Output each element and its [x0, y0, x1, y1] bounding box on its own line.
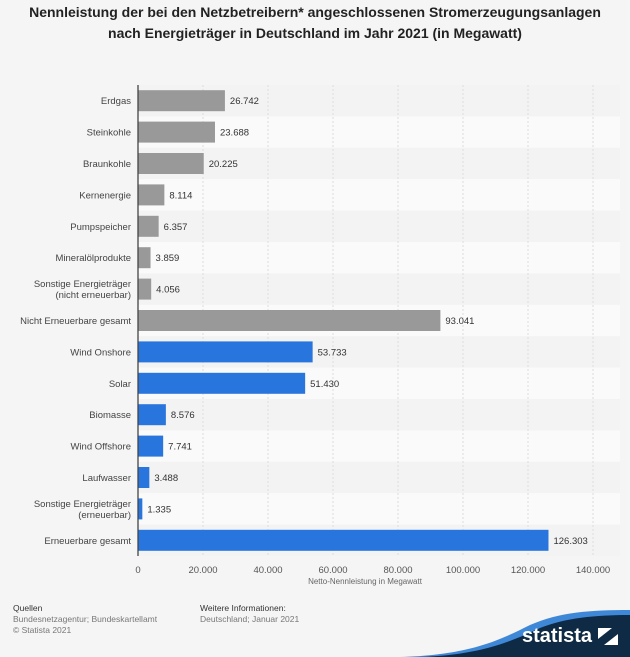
category-label: Erdgas — [101, 96, 131, 107]
row-band — [138, 179, 620, 211]
category-label: Mineralölprodukte — [55, 253, 131, 264]
value-label: 3.859 — [156, 253, 180, 264]
bar-chart: Erdgas Steinkohle Braunkohle Kernenergie Pum… — [20, 85, 620, 586]
info-text: Deutschland; Januar 2021 — [200, 614, 300, 624]
statista-logo-icon[interactable] — [598, 628, 618, 645]
statista-logo-text[interactable]: statista — [521, 625, 592, 647]
value-label: 23.688 — [220, 128, 249, 139]
value-label: 26.742 — [230, 96, 259, 107]
category-label: Solar — [109, 379, 131, 390]
value-label: 6.357 — [164, 222, 188, 233]
row-band — [138, 461, 620, 494]
bar — [138, 247, 151, 269]
row-band — [138, 116, 620, 148]
info-block: Weitere Informationen: Deutschland; Janu… — [200, 603, 299, 625]
copyright-text: © Statista 2021 — [13, 625, 72, 635]
category-label: Steinkohle — [87, 128, 131, 139]
bar — [138, 498, 143, 520]
category-label: Braunkohle — [83, 159, 131, 170]
x-tick-label: 120.000 — [511, 565, 545, 576]
value-label: 7.741 — [168, 442, 192, 453]
category-label: Kernenergie — [79, 190, 131, 201]
bar — [138, 121, 215, 143]
x-tick-label: 40.000 — [253, 565, 282, 576]
sources-heading: Quellen — [13, 603, 43, 613]
bar — [138, 90, 225, 112]
row-band — [138, 210, 620, 242]
value-label: 4.056 — [156, 285, 180, 296]
chart-title: Nennleistung der bei den Netzbetreibern*… — [29, 4, 601, 41]
info-heading: Weitere Informationen: — [200, 603, 286, 613]
value-label: 8.576 — [171, 410, 195, 421]
value-label: 8.114 — [169, 190, 192, 201]
category-label: Erneuerbare gesamt — [44, 536, 131, 547]
x-tick-label: 0 — [135, 565, 140, 576]
row-band — [138, 242, 620, 274]
category-label: Pumpspeicher — [70, 222, 131, 233]
x-tick-label: 140.000 — [576, 565, 610, 576]
row-band — [138, 147, 620, 180]
category-label: Sonstige Energieträger (nicht erneuerbar) — [34, 279, 131, 301]
row-band — [138, 273, 620, 305]
sources-text: Bundesnetzagentur; Bundeskartellamt — [13, 614, 158, 624]
x-tick-label: 60.000 — [318, 565, 347, 576]
bar — [138, 184, 165, 206]
row-band — [138, 493, 620, 525]
category-label: Biomasse — [89, 410, 131, 421]
value-label: 3.488 — [154, 473, 178, 484]
value-label: 20.225 — [209, 159, 238, 170]
bar — [138, 372, 306, 394]
value-label: 93.041 — [445, 316, 474, 327]
category-label: Wind Offshore — [70, 442, 131, 453]
value-label: 51.430 — [310, 379, 339, 390]
category-label: Laufwasser — [82, 473, 131, 484]
category-label: Sonstige Energieträger (erneuerbar) — [34, 499, 131, 521]
value-label: 1.335 — [147, 504, 171, 515]
category-label: Wind Onshore — [70, 347, 131, 358]
category-label: Nicht Erneuerbare gesamt — [20, 316, 131, 327]
value-label: 53.733 — [318, 347, 347, 358]
x-tick-label: 100.000 — [446, 565, 480, 576]
sources-block: Quellen Bundesnetzagentur; Bundeskartell… — [13, 603, 157, 636]
x-axis-title: Netto-Nennleistung in Megawatt — [308, 577, 423, 586]
bar — [138, 215, 159, 237]
bar — [138, 467, 150, 488]
bar — [138, 435, 164, 457]
row-band — [138, 399, 620, 431]
bar — [138, 310, 441, 331]
bar — [138, 404, 166, 426]
x-tick-label: 80.000 — [383, 565, 412, 576]
bar — [138, 341, 313, 363]
row-band — [138, 430, 620, 462]
bar — [138, 278, 152, 300]
bar — [138, 529, 549, 551]
x-tick-label: 20.000 — [188, 565, 217, 576]
value-label: 126.303 — [553, 536, 587, 547]
bar — [138, 153, 204, 174]
